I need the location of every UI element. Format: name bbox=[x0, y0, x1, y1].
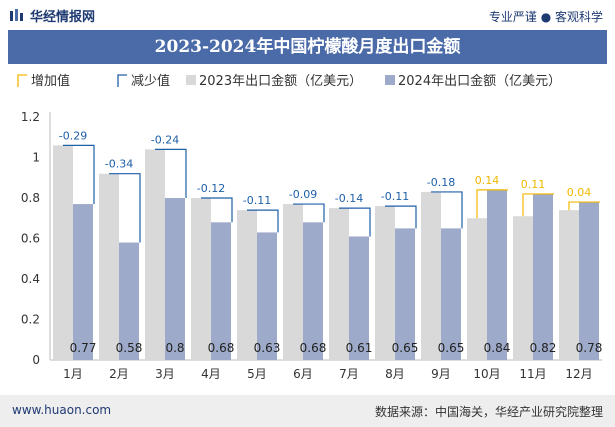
bar-2024 bbox=[395, 228, 415, 360]
data-label-2024: 0.78 bbox=[576, 341, 603, 355]
chart: 增加值 减少值 2023年出口金额（亿美元） 2024年出口金额（亿美元） 0 0.2 0.… bbox=[17, 73, 603, 381]
bar-2024 bbox=[349, 236, 369, 360]
decrease-bracket bbox=[201, 197, 233, 223]
increase-bracket bbox=[568, 201, 600, 211]
x-tick-label: 9月 bbox=[431, 367, 451, 381]
change-label: -0.24 bbox=[151, 133, 179, 146]
brand-logo-icon bbox=[10, 8, 23, 21]
change-label: -0.11 bbox=[381, 190, 409, 203]
y-tick-label: 0.8 bbox=[21, 191, 40, 205]
y-tick-label: 1.2 bbox=[21, 110, 40, 124]
bar-2024 bbox=[533, 193, 553, 360]
bar-2024 bbox=[119, 242, 139, 360]
decrease-bracket bbox=[385, 205, 417, 229]
data-label-2024: 0.8 bbox=[165, 341, 184, 355]
x-tick-label: 6月 bbox=[293, 367, 313, 381]
chart-title: 2023-2024年中国柠檬酸月度出口金额 bbox=[154, 37, 461, 57]
x-tick-label: 11月 bbox=[519, 367, 546, 381]
x-tick-label: 4月 bbox=[201, 367, 221, 381]
legend-swatch-1 bbox=[117, 74, 127, 87]
bar-2024 bbox=[303, 222, 323, 360]
change-label: -0.29 bbox=[59, 129, 87, 142]
bar-2023 bbox=[559, 210, 579, 360]
footer: www.huaon.com 数据来源：中国海关，华经产业研究院整理 bbox=[0, 395, 615, 427]
footer-url[interactable]: www.huaon.com bbox=[12, 403, 112, 417]
bar-2023 bbox=[329, 208, 349, 360]
change-label: 0.11 bbox=[521, 178, 546, 191]
bar-2023 bbox=[237, 210, 257, 360]
bar-2023 bbox=[421, 191, 441, 360]
bar-2024 bbox=[257, 232, 277, 360]
data-label-2024: 0.68 bbox=[208, 341, 235, 355]
change-label: -0.09 bbox=[289, 188, 317, 201]
bar-2024 bbox=[579, 202, 599, 360]
bar-2023 bbox=[191, 198, 211, 360]
change-label: -0.34 bbox=[105, 158, 133, 171]
tagline: 专业严谨 ● 客观科学 bbox=[488, 10, 603, 24]
data-label-2024: 0.65 bbox=[392, 341, 419, 355]
decrease-bracket bbox=[247, 209, 279, 233]
decrease-bracket bbox=[109, 173, 141, 243]
bar-2023 bbox=[283, 204, 303, 360]
x-tick-label: 7月 bbox=[339, 367, 359, 381]
bar-2024 bbox=[487, 189, 507, 360]
change-label: -0.14 bbox=[335, 192, 363, 205]
decrease-bracket bbox=[63, 144, 95, 205]
bar-2023 bbox=[99, 173, 119, 360]
y-tick-label: 0 bbox=[32, 353, 40, 367]
legend-label: 增加值 bbox=[31, 73, 70, 89]
change-label: -0.18 bbox=[427, 176, 455, 189]
data-label-2024: 0.82 bbox=[530, 341, 557, 355]
bar-2023 bbox=[145, 149, 165, 360]
y-tick-label: 0.2 bbox=[21, 313, 40, 327]
legend-label: 2024年出口金额（亿美元） bbox=[398, 73, 561, 89]
bar-2024 bbox=[441, 228, 461, 360]
title-bar: 2023-2024年中国柠檬酸月度出口金额 bbox=[8, 30, 607, 64]
decrease-bracket bbox=[155, 148, 187, 198]
x-tick-label: 12月 bbox=[565, 367, 592, 381]
legend-label: 2023年出口金额（亿美元） bbox=[199, 73, 362, 89]
y-tick-label: 1 bbox=[32, 151, 40, 165]
change-label: 0.14 bbox=[475, 174, 500, 187]
x-tick-label: 8月 bbox=[385, 367, 405, 381]
decrease-bracket bbox=[431, 191, 463, 229]
x-tick-label: 10月 bbox=[473, 367, 500, 381]
data-label-2024: 0.65 bbox=[438, 341, 465, 355]
bar-2023 bbox=[53, 145, 73, 360]
data-label-2024: 0.61 bbox=[346, 341, 373, 355]
x-tick-label: 3月 bbox=[155, 367, 175, 381]
change-label: -0.11 bbox=[243, 194, 271, 207]
data-label-2024: 0.63 bbox=[254, 341, 281, 355]
bar-2023 bbox=[467, 218, 487, 360]
legend-swatch-0 bbox=[17, 74, 27, 87]
legend-label: 减少值 bbox=[131, 73, 170, 89]
y-tick-label: 0.6 bbox=[21, 232, 40, 246]
data-label-2024: 0.58 bbox=[116, 341, 143, 355]
bar-2023 bbox=[375, 206, 395, 360]
change-label: 0.04 bbox=[567, 186, 592, 199]
x-tick-label: 2月 bbox=[109, 367, 129, 381]
footer-source: 数据来源：中国海关，华经产业研究院整理 bbox=[374, 405, 603, 419]
change-label: -0.12 bbox=[197, 182, 225, 195]
y-tick-label: 0.4 bbox=[21, 272, 40, 286]
decrease-bracket bbox=[293, 203, 325, 223]
top-bar: 华经情报网 专业严谨 ● 客观科学 bbox=[0, 0, 615, 30]
bar-2023 bbox=[513, 216, 533, 360]
bar-2024 bbox=[211, 222, 231, 360]
bar-2024 bbox=[165, 198, 185, 360]
increase-bracket bbox=[476, 189, 508, 219]
decrease-bracket bbox=[339, 207, 371, 237]
data-label-2024: 0.84 bbox=[484, 341, 511, 355]
brand-name: 华经情报网 bbox=[30, 10, 96, 25]
x-tick-label: 1月 bbox=[63, 367, 83, 381]
x-tick-label: 5月 bbox=[247, 367, 267, 381]
bar-2024 bbox=[73, 204, 93, 360]
data-label-2024: 0.68 bbox=[300, 341, 327, 355]
increase-bracket bbox=[522, 193, 554, 217]
data-label-2024: 0.77 bbox=[70, 341, 97, 355]
legend-swatch-3 bbox=[385, 75, 395, 85]
brand: 华经情报网 bbox=[10, 6, 95, 25]
legend-swatch-2 bbox=[186, 75, 196, 85]
